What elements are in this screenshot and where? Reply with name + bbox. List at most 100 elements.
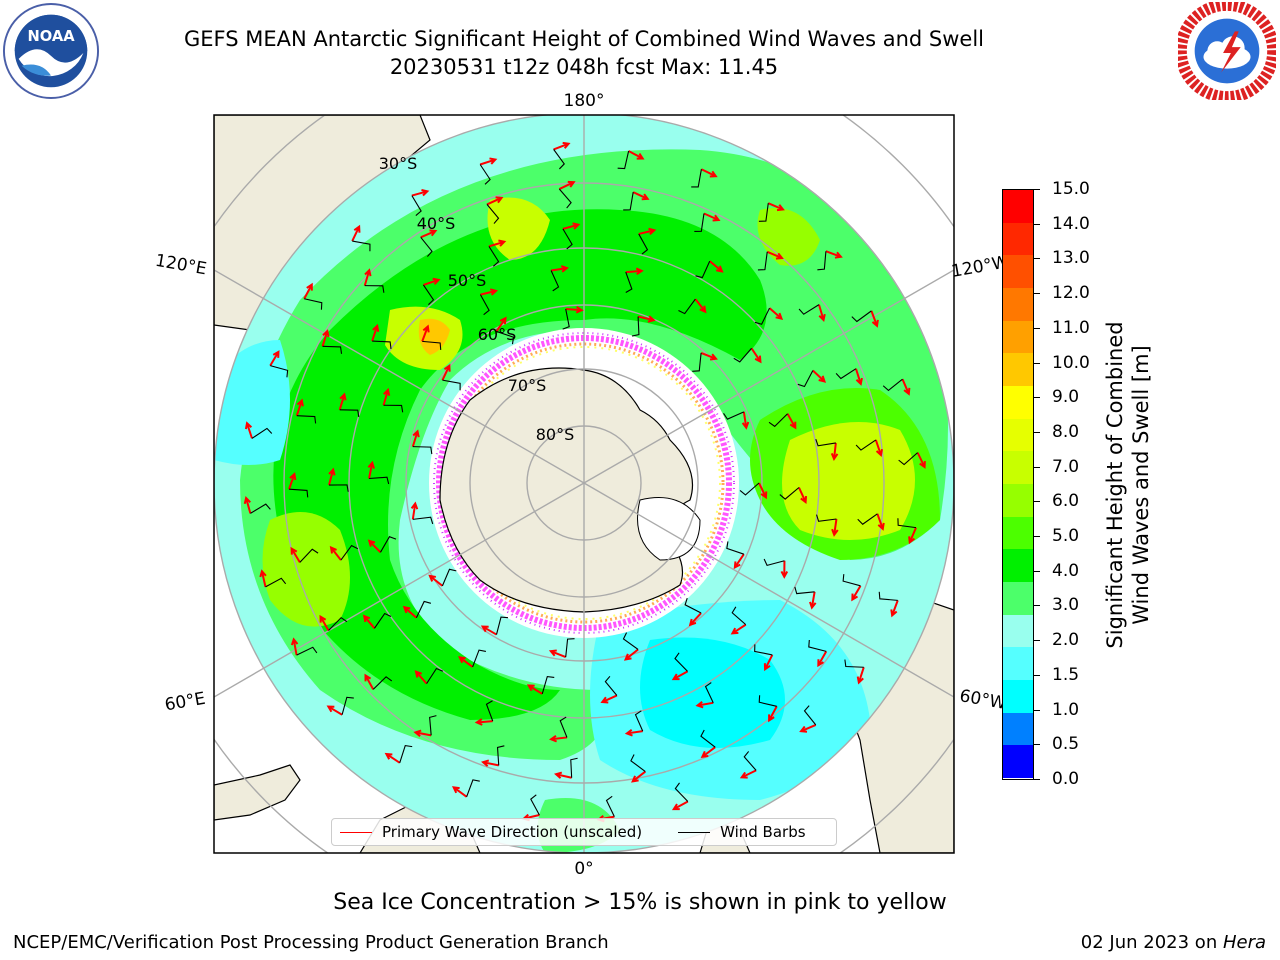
colorbar-segment: [1003, 745, 1033, 779]
wave-direction-arrow: [623, 648, 639, 661]
wave-direction-arrow: [243, 495, 252, 514]
lon-label-60w: 60°W: [958, 686, 1008, 714]
wind-barb: [270, 365, 289, 378]
wind-barb: [339, 409, 360, 418]
wind-barb: [723, 411, 745, 420]
colorbar-segment: [1003, 614, 1033, 648]
wind-barb: [558, 188, 572, 209]
wind-barb: [352, 240, 371, 252]
wind-barb: [631, 316, 640, 337]
colorbar-tick-label: 13.0: [1034, 250, 1090, 267]
colorbar-segment: [1003, 353, 1033, 387]
lon-label-60e: 60°E: [163, 689, 207, 716]
wave-direction-arrow: [364, 673, 375, 690]
wind-barb: [674, 782, 689, 802]
wind-barb: [898, 452, 918, 466]
wind-barb: [251, 427, 273, 439]
wind-barb: [844, 659, 864, 668]
wave-direction-arrow: [916, 452, 926, 469]
wave-direction-arrow: [700, 746, 716, 759]
wind-barb: [882, 378, 903, 392]
colorbar-tick-label: 8.0: [1034, 423, 1079, 441]
wave-direction-arrow: [739, 769, 757, 779]
wind-barb: [485, 700, 494, 722]
wave-direction-arrow: [548, 649, 567, 658]
wave-direction-arrow: [259, 569, 267, 588]
wind-barb: [412, 446, 433, 455]
wind-barb: [340, 544, 359, 561]
wave-direction-arrow: [600, 694, 618, 704]
wind-barb: [700, 729, 716, 748]
footer-date: 02 Jun 2023 on Hera: [1081, 932, 1266, 953]
wave-direction-arrow: [384, 752, 401, 764]
colorbar-tick-label: 1.5: [1034, 666, 1079, 684]
wave-direction-arrow: [411, 429, 420, 447]
wave-direction-arrow: [851, 585, 862, 602]
wave-direction-arrow: [303, 282, 313, 300]
wind-barb: [674, 652, 688, 672]
wave-direction-arrow: [410, 501, 419, 520]
lat-label-70s: 70°S: [508, 376, 547, 395]
wave-direction-arrow: [428, 574, 444, 587]
wind-barb: [842, 574, 861, 587]
wave-direction-arrow: [768, 307, 784, 321]
wave-direction-arrow: [768, 705, 778, 723]
wave-direction-arrow: [700, 168, 718, 178]
wind-barb: [341, 696, 354, 715]
wave-direction-arrow: [817, 650, 828, 668]
svg-text:NOAA: NOAA: [27, 28, 75, 45]
colorbar-tick-label: 3.0: [1034, 597, 1079, 614]
wind-barb: [374, 612, 392, 629]
wave-direction-arrow: [351, 224, 361, 242]
colorbar-tick-label: 14.0: [1034, 215, 1090, 233]
wind-barb: [754, 644, 773, 656]
wind-barb: [684, 597, 702, 614]
wave-direction-arrow: [486, 196, 504, 206]
wind-barb: [422, 340, 442, 350]
wind-barb: [550, 270, 560, 292]
wind-barb: [798, 304, 820, 315]
wind-barb: [733, 347, 752, 363]
wave-direction-arrow: [488, 239, 507, 248]
wind-barb: [623, 192, 634, 211]
colorbar-tick-label: 7.0: [1034, 458, 1079, 476]
colorbar-segment: [1003, 386, 1033, 420]
colorbar-tick-label: 12.0: [1034, 285, 1090, 302]
wind-barb: [678, 298, 696, 315]
wave-direction-arrow: [758, 482, 768, 500]
map-frame: [213, 114, 955, 854]
wind-barb: [757, 251, 768, 271]
lat-label-80s: 80°S: [536, 425, 575, 444]
wind-barb: [479, 164, 491, 185]
colorbar-label: Significant Height of Combined Wind Wave…: [1102, 321, 1154, 648]
wind-barb: [803, 705, 817, 726]
wind-barb: [496, 745, 505, 766]
wave-direction-arrow: [671, 800, 689, 811]
wave-direction-arrow: [362, 614, 376, 629]
wave-direction-arrow: [695, 701, 714, 709]
wind-barb: [399, 745, 413, 763]
colorbar-tick-label: 15.0: [1034, 181, 1090, 198]
wave-direction-arrow: [420, 229, 438, 239]
wave-direction-arrow: [890, 600, 899, 618]
wind-barb: [754, 307, 771, 325]
colorbar-segment: [1003, 647, 1033, 681]
wind-barb: [630, 754, 646, 772]
lat-label-30s: 30°S: [379, 154, 418, 173]
wave-direction-arrow: [474, 718, 493, 726]
wind-barb: [634, 710, 644, 732]
wind-barb: [857, 513, 878, 525]
wave-direction-arrow: [295, 398, 304, 416]
wave-direction-arrow: [733, 553, 745, 570]
colorbar-tick-label: 1.0: [1034, 701, 1079, 719]
colorbar-segment: [1003, 222, 1033, 256]
wind-barb: [299, 548, 319, 563]
wave-direction-arrow: [799, 723, 817, 733]
legend-item-wind-barbs: Wind Barbs: [670, 823, 806, 841]
lon-label-120e: 120°E: [154, 251, 208, 280]
wind-barb: [472, 649, 487, 668]
wave-direction-arrow: [818, 304, 826, 322]
wave-direction-arrow: [451, 786, 468, 798]
wave-direction-arrow: [402, 605, 418, 619]
